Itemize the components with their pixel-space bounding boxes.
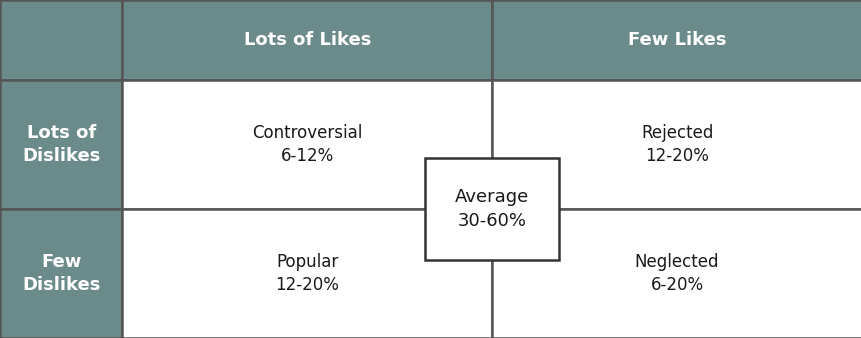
Bar [122, 80, 492, 209]
Bar [492, 209, 861, 338]
Text: Lots of
Dislikes: Lots of Dislikes [22, 124, 100, 165]
Text: Few Likes: Few Likes [627, 31, 726, 49]
Text: Rejected
12-20%: Rejected 12-20% [641, 124, 712, 165]
Text: Average
30-60%: Average 30-60% [455, 188, 529, 230]
Bar [0, 209, 122, 338]
Text: Controversial
6-12%: Controversial 6-12% [251, 124, 362, 165]
Bar [122, 0, 492, 80]
Text: Few
Dislikes: Few Dislikes [22, 253, 100, 294]
Text: Lots of Likes: Lots of Likes [244, 31, 370, 49]
Bar [0, 0, 122, 80]
Bar [424, 158, 558, 260]
Bar [492, 80, 861, 209]
Bar [492, 0, 861, 80]
Text: Popular
12-20%: Popular 12-20% [275, 253, 339, 294]
Bar [122, 209, 492, 338]
Bar [0, 80, 122, 209]
Text: Neglected
6-20%: Neglected 6-20% [634, 253, 719, 294]
